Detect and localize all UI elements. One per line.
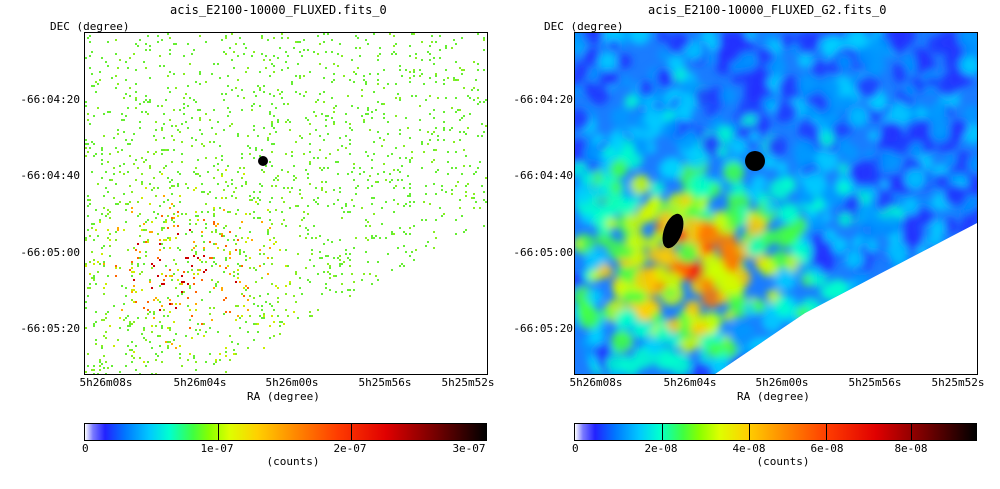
left-ytick-2: -66:04:40 bbox=[20, 169, 80, 182]
right-xtick-2: 5h26m04s bbox=[663, 376, 717, 389]
right-ytick-1: -66:04:20 bbox=[513, 93, 573, 106]
left-colorbar-label-2: 1e-07 bbox=[200, 442, 234, 455]
right-colorbar-title: (counts) bbox=[756, 455, 810, 468]
right-bright-region bbox=[662, 213, 684, 249]
left-x-axis-title: RA (degree) bbox=[247, 390, 320, 403]
left-colorbar-title: (counts) bbox=[266, 455, 320, 468]
right-colorbar-label-5: 8e-08 bbox=[894, 442, 928, 455]
right-colorbar-tick bbox=[911, 424, 912, 440]
left-image-plot[interactable] bbox=[84, 32, 488, 375]
right-ytick-3: -66:05:00 bbox=[513, 246, 573, 259]
right-x-axis-title: RA (degree) bbox=[737, 390, 810, 403]
right-colorbar-tick bbox=[749, 424, 750, 440]
left-panel-title: acis_E2100-10000_FLUXED.fits_0 bbox=[170, 3, 387, 17]
left-colorbar-label-3: 2e-07 bbox=[333, 442, 367, 455]
left-colorbar-label-1: 0 bbox=[82, 442, 89, 455]
right-colorbar-label-2: 2e-08 bbox=[644, 442, 678, 455]
right-xtick-3: 5h26m00s bbox=[755, 376, 809, 389]
left-colorbar-tick bbox=[351, 424, 352, 440]
right-xtick-5: 5h25m52s bbox=[931, 376, 985, 389]
right-colorbar-label-1: 0 bbox=[572, 442, 579, 455]
right-colorbar bbox=[574, 423, 977, 441]
right-colorbar-label-3: 4e-08 bbox=[732, 442, 766, 455]
right-colorbar-tick bbox=[662, 424, 663, 440]
right-ytick-2: -66:04:40 bbox=[513, 169, 573, 182]
left-colorbar bbox=[84, 423, 487, 441]
right-colorbar-tick bbox=[826, 424, 827, 440]
right-image-plot[interactable] bbox=[574, 32, 978, 375]
left-xtick-3: 5h26m00s bbox=[265, 376, 319, 389]
left-image-canvas bbox=[85, 33, 487, 374]
left-colorbar-label-4: 3e-07 bbox=[452, 442, 486, 455]
left-xtick-5: 5h25m52s bbox=[441, 376, 495, 389]
left-ytick-1: -66:04:20 bbox=[20, 93, 80, 106]
left-xtick-4: 5h25m56s bbox=[358, 376, 412, 389]
left-y-axis-title: DEC (degree) bbox=[50, 20, 130, 33]
right-panel-title: acis_E2100-10000_FLUXED_G2.fits_0 bbox=[648, 3, 887, 17]
right-image-canvas bbox=[575, 33, 977, 374]
left-xtick-1: 5h26m08s bbox=[79, 376, 133, 389]
right-xtick-4: 5h25m56s bbox=[848, 376, 902, 389]
left-point-source bbox=[258, 156, 268, 166]
right-colorbar-label-4: 6e-08 bbox=[810, 442, 844, 455]
right-point-source bbox=[745, 151, 765, 171]
left-xtick-2: 5h26m04s bbox=[173, 376, 227, 389]
right-xtick-1: 5h26m08s bbox=[569, 376, 623, 389]
right-ytick-4: -66:05:20 bbox=[513, 322, 573, 335]
right-y-axis-title: DEC (degree) bbox=[544, 20, 624, 33]
left-colorbar-tick bbox=[218, 424, 219, 440]
left-ytick-3: -66:05:00 bbox=[20, 246, 80, 259]
left-ytick-4: -66:05:20 bbox=[20, 322, 80, 335]
